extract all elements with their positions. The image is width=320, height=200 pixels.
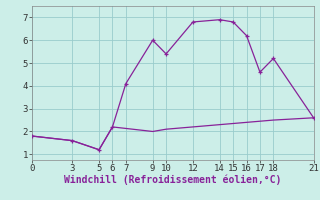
X-axis label: Windchill (Refroidissement éolien,°C): Windchill (Refroidissement éolien,°C) xyxy=(64,175,282,185)
